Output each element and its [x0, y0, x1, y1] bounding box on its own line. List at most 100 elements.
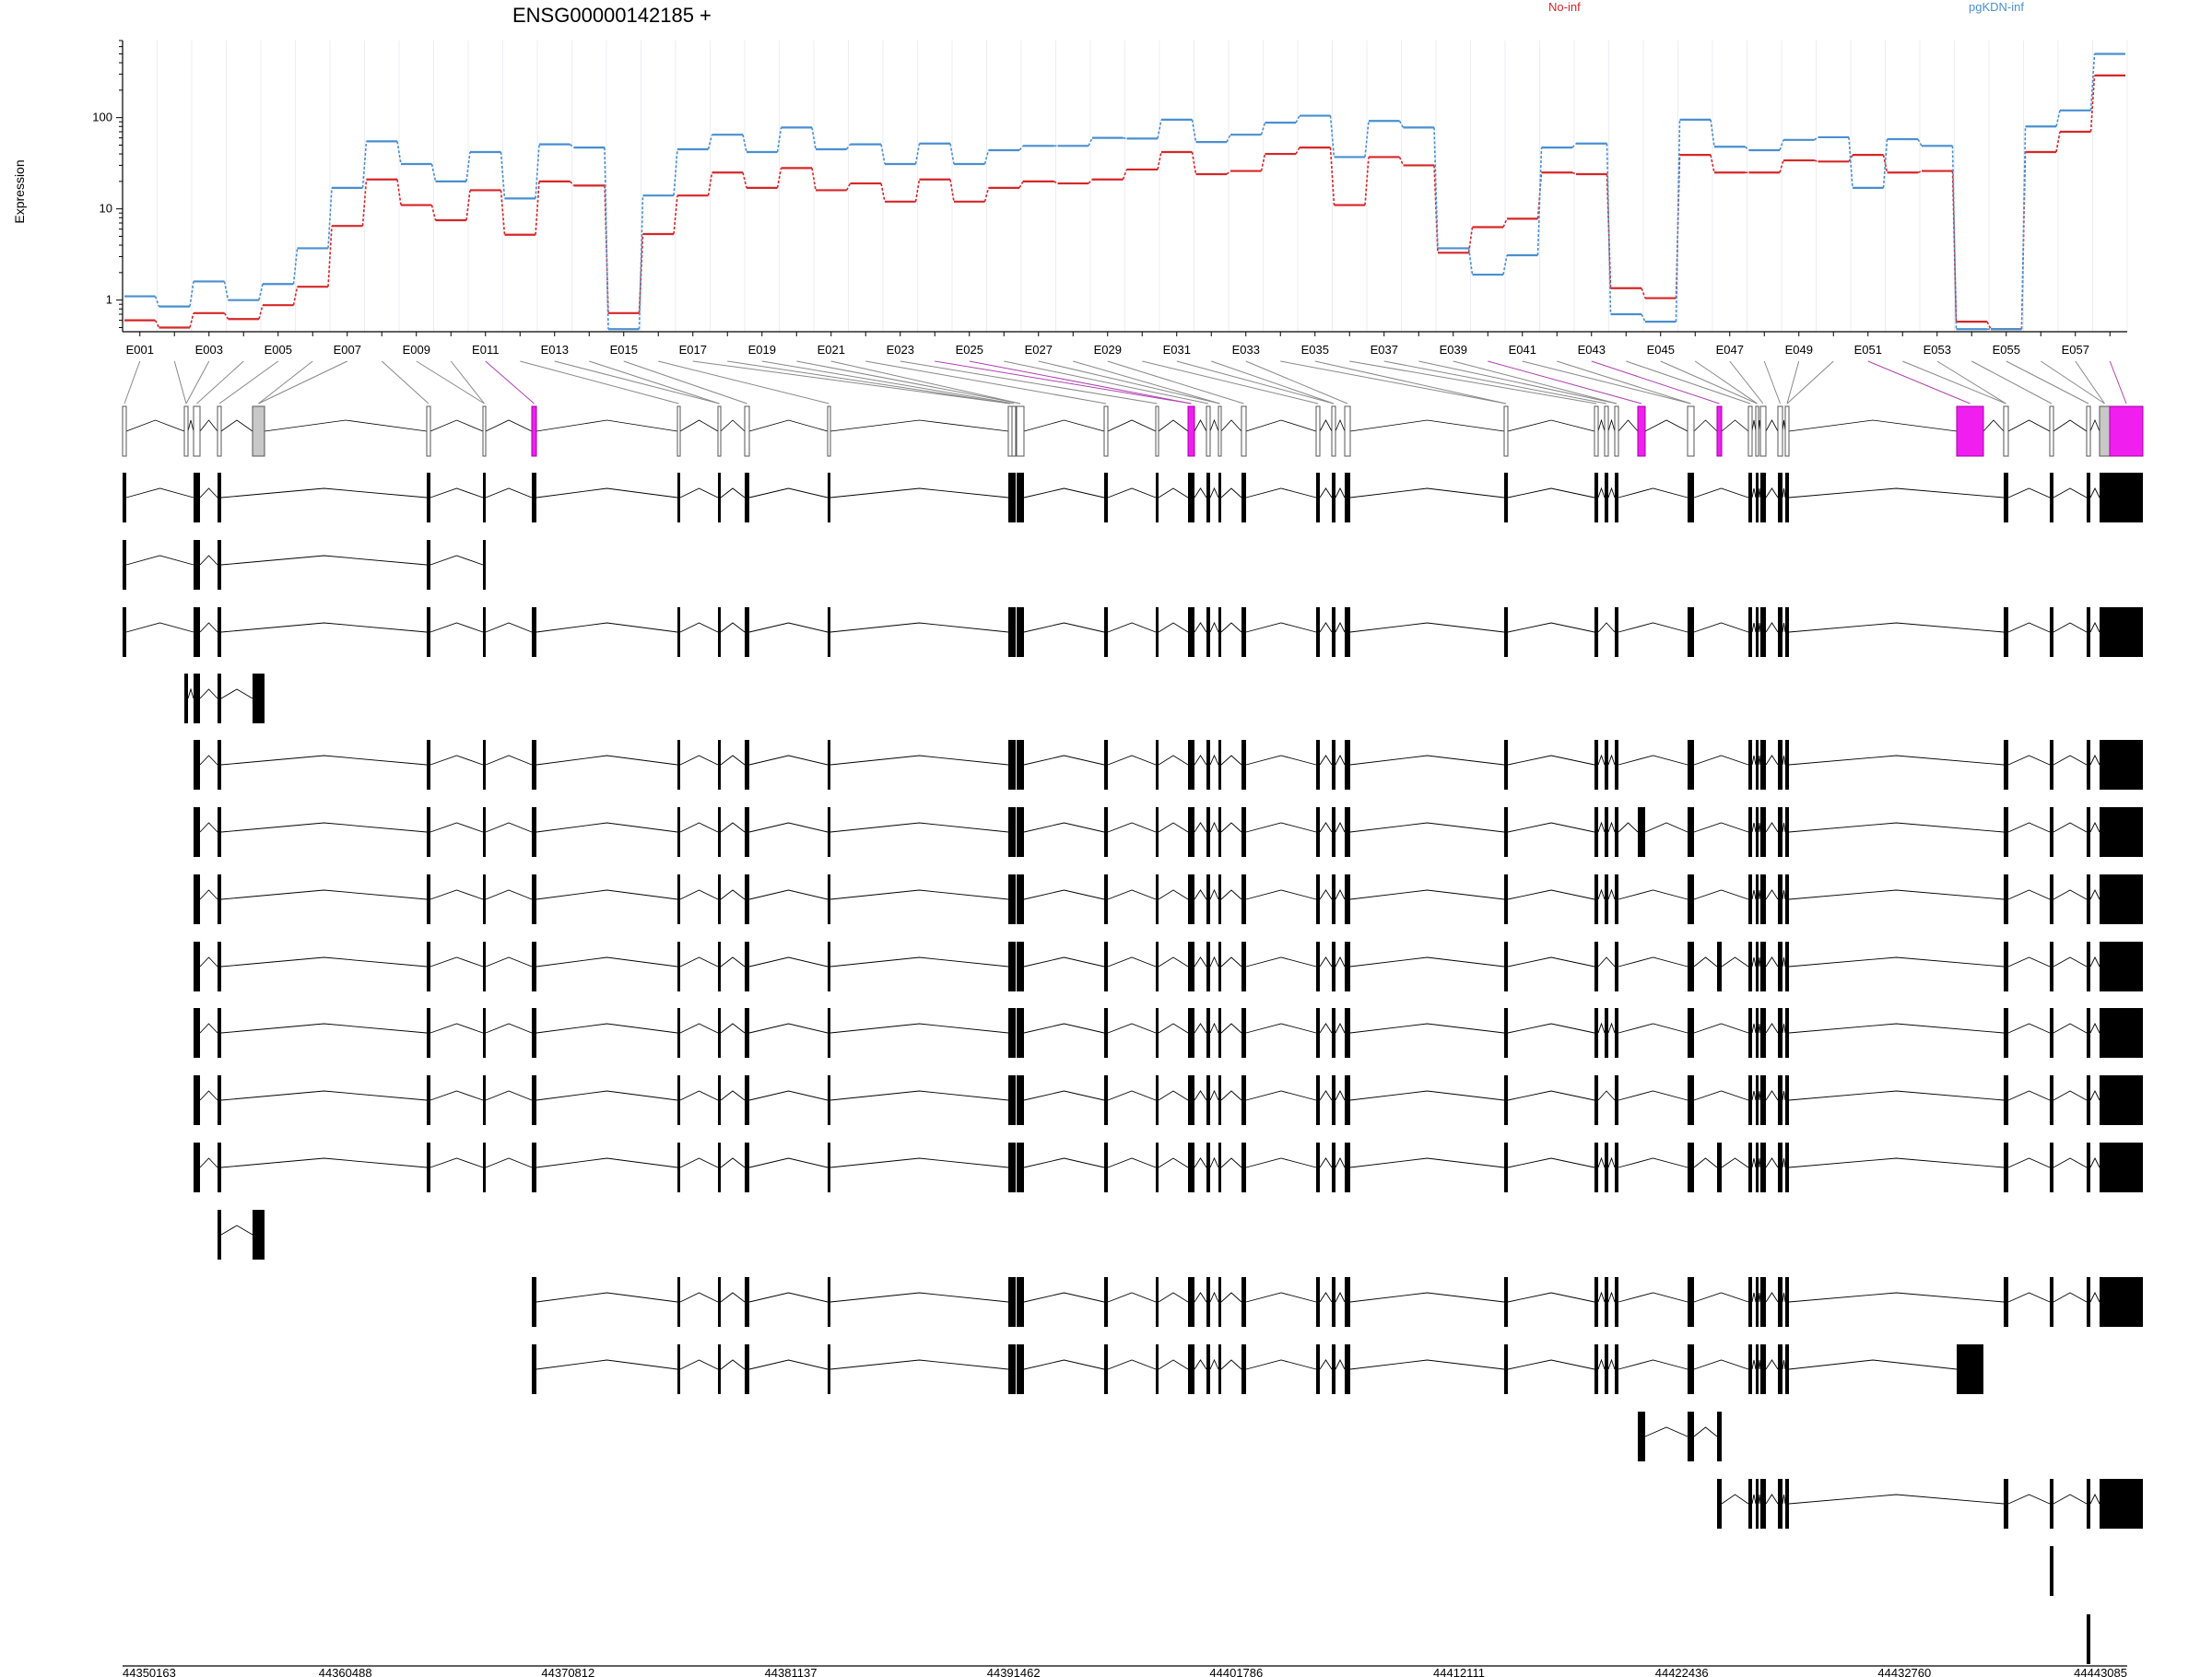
transcript-exon [1594, 607, 1598, 657]
transcript-exon [1785, 874, 1789, 924]
x-tick-label: E049 [1785, 343, 1813, 357]
series-connector [223, 281, 229, 300]
transcript-exon [1756, 1143, 1759, 1192]
transcript-intron [2053, 1157, 2088, 1168]
transcript-exon [1778, 807, 1783, 857]
transcript-exon [1756, 1075, 1759, 1125]
exon-connector [1626, 360, 1751, 405]
exon-box [1784, 405, 1790, 457]
transcript-exon [1188, 942, 1194, 991]
transcript-intron [1758, 1090, 1761, 1101]
transcript-exon [123, 473, 126, 522]
transcript-intron [1023, 1359, 1105, 1370]
transcript-intron [748, 487, 829, 498]
transcript-exon [1778, 473, 1783, 522]
transcript-exon [1104, 607, 1108, 657]
transcript-intron [830, 755, 1009, 766]
transcript-exon [1332, 1277, 1335, 1327]
transcript-intron [1788, 1292, 2005, 1303]
transcript-intron [720, 889, 746, 900]
transcript-intron [1158, 487, 1189, 498]
transcript-intron [1194, 755, 1207, 766]
series-connector [1398, 157, 1405, 166]
transcript-exon [1748, 1344, 1752, 1394]
transcript-exon [483, 942, 486, 991]
transcript-intron [1607, 754, 1616, 766]
transcript-intron [1107, 1359, 1157, 1370]
transcript-track [194, 807, 2143, 857]
series-connector [983, 187, 990, 203]
transcript-exon [427, 1143, 430, 1192]
transcript-exon [1688, 740, 1694, 790]
transcript-intron [1194, 822, 1207, 833]
transcript-intron [1220, 487, 1242, 498]
transcript-intron [1194, 487, 1207, 498]
transcript-intron [1107, 1292, 1157, 1303]
transcript-intron [679, 487, 719, 498]
series-connector [1123, 136, 1127, 140]
transcript-exon [2087, 1075, 2090, 1125]
transcript-intron [1349, 889, 1505, 900]
transcript-exon [1688, 807, 1694, 857]
transcript-exon [532, 942, 536, 991]
genomic-coordinate-label: 44391462 [987, 1666, 1041, 1677]
transcript-intron [1693, 622, 1749, 633]
transcript-exon [677, 607, 680, 657]
transcript-exon [1748, 1479, 1752, 1529]
transcript-intron [1245, 1023, 1317, 1034]
transcript-exon [1504, 874, 1508, 924]
transcript-intron [125, 622, 194, 633]
transcript-exon [1785, 740, 1789, 790]
transcript-exon [1605, 807, 1608, 857]
transcript-exon [1316, 1008, 1320, 1058]
transcript-exon [483, 1143, 486, 1192]
transcript-intron [1788, 956, 2005, 968]
exon-box [1103, 405, 1109, 457]
series-connector [430, 205, 437, 221]
transcript-exon [1188, 1008, 1194, 1058]
transcript-exon [1188, 1344, 1194, 1394]
transcript-exon [2087, 942, 2090, 991]
transcript-exon [2100, 1479, 2110, 1529]
transcript-intron [1158, 1023, 1189, 1034]
transcript-exon [483, 473, 486, 522]
transcript-exon [1218, 1075, 1221, 1125]
transcript-exon [1504, 1008, 1508, 1058]
transcript-exon [194, 674, 200, 723]
transcript-intron [199, 688, 218, 699]
exon-connector [727, 360, 1011, 405]
intron-line [220, 419, 253, 432]
transcript-exon [1188, 740, 1194, 790]
transcript-exon [745, 1277, 749, 1327]
transcript-intron [1023, 487, 1105, 498]
transcript-intron [2089, 1493, 2100, 1505]
x-tick-label: E035 [1301, 343, 1329, 357]
transcript-intron [535, 956, 678, 968]
transcript-intron [1765, 1359, 1779, 1370]
transcript-exon [1345, 473, 1350, 522]
series-connector [2055, 110, 2061, 127]
exon-connector [761, 360, 1015, 405]
transcript-intron [1220, 822, 1242, 833]
transcript-exon [1615, 1008, 1618, 1058]
transcript-exon [1688, 607, 1694, 657]
transcript-exon [718, 473, 721, 522]
series-connector [604, 147, 609, 330]
transcript-intron [220, 622, 428, 633]
transcript-intron [2053, 622, 2088, 633]
transcript-exon [1688, 1412, 1694, 1461]
transcript-intron [535, 622, 678, 633]
transcript-track [194, 1075, 2143, 1125]
transcript-exon [427, 607, 430, 657]
transcript-exon [1017, 1277, 1024, 1327]
transcript-exon [718, 942, 721, 991]
transcript-intron [2007, 1494, 2051, 1505]
transcript-intron [2089, 956, 2100, 968]
exon-box [2049, 405, 2054, 457]
transcript-exon [1241, 807, 1246, 857]
transcript-intron [1751, 487, 1757, 498]
transcript-intron [1597, 622, 1616, 633]
exon-connector [900, 360, 1158, 405]
genomic-coordinate-label: 44422436 [1655, 1666, 1709, 1677]
transcript-intron [748, 1023, 829, 1034]
